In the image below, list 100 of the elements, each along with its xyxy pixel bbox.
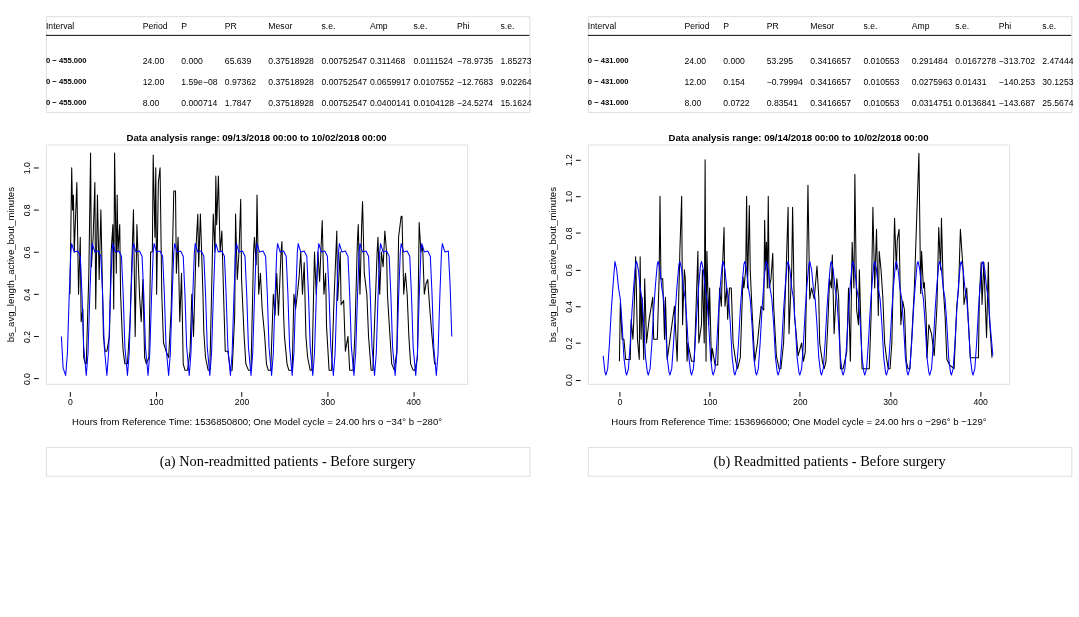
y-tick-label: 1.2 [564, 154, 575, 167]
text: 12.00 [142, 77, 165, 88]
text: Period [142, 20, 168, 31]
x-tick-label: 0 [68, 397, 74, 408]
text: 0 − 455.000 [45, 56, 87, 66]
text: Period [684, 20, 710, 31]
text: 0.0314751 [911, 98, 953, 109]
text: 0.0167278 [955, 56, 997, 67]
text: 0.010553 [863, 56, 900, 67]
y-axis-title: bs_avg_length_active_bout_minutes [4, 186, 16, 343]
text: 0.0107552 [413, 77, 455, 88]
y-tick-label: 0.6 [564, 263, 575, 277]
text: 1.85273 [500, 56, 532, 67]
x-tick-label: 300 [320, 397, 336, 408]
text: 25.5674 [1042, 98, 1074, 109]
y-tick-label: 0.2 [564, 337, 575, 350]
text: s.e. [321, 20, 336, 31]
text: 0 − 431.000 [587, 98, 629, 108]
text: 12.00 [684, 77, 707, 88]
text: −0.79994 [766, 77, 804, 88]
text: s.e. [500, 20, 515, 31]
x-tick-label: 100 [149, 397, 164, 408]
text: s.e. [863, 20, 878, 31]
line-series [60, 243, 453, 376]
y-tick-label: 0.8 [564, 227, 575, 240]
y-tick-label: 1.0 [564, 190, 575, 203]
text: s.e. [1042, 20, 1057, 31]
text: 0.000 [181, 56, 204, 67]
text: 1.59e−08 [181, 77, 218, 88]
text: 0.000714 [181, 98, 218, 109]
text: 1.7847 [224, 98, 252, 109]
text: 0.3416657 [810, 56, 852, 67]
text: 0.97362 [224, 77, 257, 88]
text: 0.37518928 [268, 98, 315, 109]
x-axis-title: Hours from Reference Time: 1536850800; One Model cycle = 24.00 hrs o −34° b −280° [72, 415, 443, 427]
text: Phi [456, 20, 470, 31]
x-axis-title: Hours from Reference Time: 1536966000; One Model cycle = 24.00 hrs o −296° b −129° [611, 415, 987, 427]
text: 0.3416657 [810, 98, 852, 109]
text: 0.010553 [863, 98, 900, 109]
x-tick-label: 100 [702, 397, 718, 408]
chart-title: Data analysis range: 09/13/2018 00:00 to 10/02/2018 00:00 [126, 131, 387, 143]
text: 0.00752547 [321, 77, 368, 88]
text: Mesor [268, 20, 293, 31]
x-tick-label: 400 [973, 397, 989, 408]
text: Phi [998, 20, 1012, 31]
text: 30.1253 [1042, 77, 1074, 88]
text: 0 − 455.000 [45, 77, 87, 87]
text: −140.253 [998, 77, 1036, 88]
text: −143.687 [998, 98, 1036, 109]
text: 0.0400141 [369, 98, 411, 109]
text: PR [224, 20, 237, 31]
text: 0.37518928 [268, 56, 315, 67]
text: P [723, 20, 730, 31]
text: Amp [369, 20, 388, 31]
text: 0.010553 [863, 77, 900, 88]
text: 0.000 [723, 56, 745, 67]
text: −24.5274 [456, 98, 494, 109]
y-tick-label: 0.4 [22, 288, 33, 301]
y-tick-label: 0.0 [564, 373, 575, 387]
y-axis-title: bs_avg_length_active_bout_minutes [546, 186, 558, 343]
text: Interval [587, 20, 617, 31]
text: 0.00752547 [321, 56, 368, 67]
text: −78.9735 [456, 56, 494, 67]
x-tick-label: 400 [406, 397, 422, 408]
text: 0.0659917 [369, 77, 411, 88]
text: 0.291484 [911, 56, 948, 67]
x-tick-label: 0 [617, 397, 623, 408]
y-tick-label: 0.2 [22, 330, 33, 343]
text: 65.639 [224, 56, 252, 67]
text: (a) Non-readmitted patients - Before surgery [159, 453, 417, 471]
text: 53.295 [766, 56, 794, 67]
text: 9.02264 [500, 77, 532, 88]
text: 0.0111524 [413, 56, 454, 67]
text: 2.47444 [1042, 56, 1074, 67]
text: 0.0722 [723, 98, 750, 109]
text: (b) Readmitted patients - Before surgery [713, 453, 947, 471]
text: Amp [911, 20, 930, 31]
text: 8.00 [142, 98, 160, 109]
text: Mesor [810, 20, 835, 31]
text: 0.3416657 [810, 77, 852, 88]
text: 0.0275963 [911, 77, 953, 88]
chart-title: Data analysis range: 09/14/2018 00:00 to 10/02/2018 00:00 [668, 131, 929, 143]
text: 15.1624 [500, 98, 532, 109]
line-series [618, 152, 993, 370]
text: 24.00 [684, 56, 707, 67]
text: −12.7683 [456, 77, 494, 88]
text: s.e. [413, 20, 428, 31]
text: 0 − 431.000 [587, 77, 629, 87]
text: s.e. [955, 20, 970, 31]
text: 0.00752547 [321, 98, 368, 109]
text: −313.702 [998, 56, 1036, 67]
text: 0.83541 [766, 98, 799, 109]
text: 0.0136841 [955, 98, 997, 109]
text: PR [766, 20, 779, 31]
text: 0.37518928 [268, 77, 315, 88]
text: 0.154 [723, 77, 745, 88]
line-series [69, 152, 437, 371]
text: 0.0104128 [413, 98, 455, 109]
y-tick-label: 0.0 [22, 372, 33, 386]
x-tick-label: 200 [234, 397, 250, 408]
